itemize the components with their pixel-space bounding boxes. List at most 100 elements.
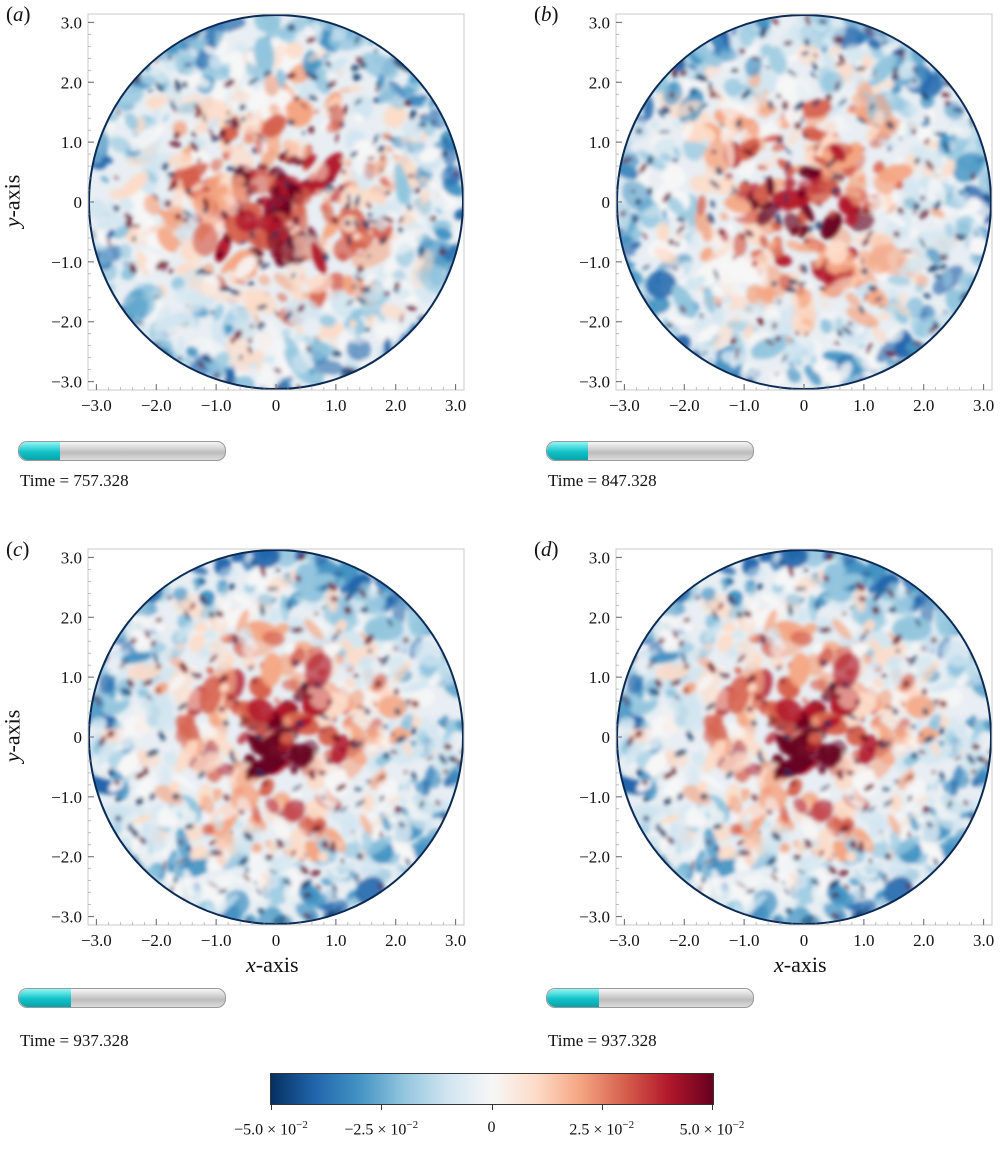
- y-tick-label: −1.0: [51, 253, 82, 272]
- y-tick-label: 2.0: [61, 73, 82, 92]
- x-tick-label: 3.0: [973, 396, 994, 415]
- y-tick-label: 1.0: [61, 668, 82, 687]
- colorbar: −5.0 × 10−2 −2.5 × 10−2 0 2.5 × 10−2 5.0 × 1…: [234, 1073, 744, 1153]
- x-tick-label: −2.0: [141, 396, 172, 415]
- time-label: Time = 937.328: [548, 1031, 657, 1051]
- y-axis-title: y-axis: [0, 710, 25, 763]
- y-axis-var: y: [0, 217, 25, 228]
- colorbar-tick-mark: [712, 1104, 713, 1110]
- colorbar-tick-mark: [491, 1104, 493, 1110]
- time-value: 937.328: [73, 1031, 129, 1050]
- x-tick-label: 1.0: [853, 931, 874, 950]
- colorbar-gradient: [270, 1073, 714, 1105]
- tick-exponent: −2: [732, 1119, 745, 1131]
- vorticity-field: [89, 15, 463, 389]
- y-tick-label: 1.0: [589, 133, 610, 152]
- y-tick-label: −3.0: [51, 908, 82, 927]
- x-tick-label: −1.0: [201, 931, 232, 950]
- tick-mantissa: 0: [487, 1119, 496, 1136]
- x-axis-var: x: [774, 952, 784, 977]
- vorticity-plot: −3.0 −2.0 −1.0 0 1.0 2.0 3.0 3.0 2.0 1.0 0 −1.0 −2.0…: [579, 548, 994, 950]
- tick-exponent: −2: [296, 1119, 308, 1131]
- y-tick-label: 3.0: [589, 548, 610, 567]
- vorticity-plot: −3.0 −2.0 −1.0 0 1.0 2.0 3.0 3.0 2.0 1.0 0 −1.0 −2.0…: [51, 13, 466, 415]
- vorticity-plot: −3.0 −2.0 −1.0 0 1.0 2.0 3.0 3.0 2.0 1.0 0 −1.0 −2.0…: [51, 548, 466, 950]
- colorbar-tick-label: 5.0 × 10−2: [680, 1119, 745, 1139]
- panel-letter: b: [541, 2, 552, 26]
- y-tick-label: 3.0: [61, 548, 82, 567]
- y-tick-label: −3.0: [51, 373, 82, 392]
- x-tick-label: 2.0: [385, 931, 406, 950]
- y-tick-label: 2.0: [61, 608, 82, 627]
- x-axis-suffix: -axis: [255, 952, 299, 977]
- vorticity-plot: −3.0 −2.0 −1.0 0 1.0 2.0 3.0 3.0 2.0 1.0 0 −1.0 −2.0…: [579, 13, 994, 415]
- y-tick-label: −1.0: [579, 788, 610, 807]
- x-tick-label: 0: [272, 396, 281, 415]
- x-tick-label: −3.0: [81, 396, 112, 415]
- y-tick-label: 2.0: [589, 73, 610, 92]
- y-tick-label: −2.0: [51, 848, 82, 867]
- x-axis-suffix: -axis: [783, 952, 827, 977]
- x-tick-label: 3.0: [973, 931, 994, 950]
- time-prefix: Time =: [20, 471, 74, 490]
- vorticity-field: [89, 550, 463, 924]
- y-tick-label: 1.0: [61, 133, 82, 152]
- time-value: 937.328: [601, 1031, 657, 1050]
- y-tick-label: −2.0: [579, 848, 610, 867]
- panel-label: (b): [534, 2, 559, 26]
- time-progress-bar: [546, 441, 754, 461]
- y-axis-suffix: -axis: [0, 709, 25, 753]
- colorbar-tick-mark: [601, 1104, 603, 1110]
- y-tick-label: 0: [602, 728, 611, 747]
- time-progress-bar: [18, 988, 226, 1008]
- time-label: Time = 847.328: [548, 471, 657, 491]
- colorbar-tick-label: 2.5 × 10−2: [569, 1119, 634, 1139]
- y-axis-var: y: [0, 752, 25, 763]
- x-tick-label: 1.0: [325, 396, 346, 415]
- panel-label: (c): [6, 537, 30, 561]
- vorticity-field: [617, 15, 991, 389]
- x-tick-label: −2.0: [669, 396, 700, 415]
- y-tick-label: −3.0: [579, 908, 610, 927]
- x-tick-label: −1.0: [729, 396, 760, 415]
- x-tick-label: −2.0: [669, 931, 700, 950]
- time-label: Time = 937.328: [20, 1031, 129, 1051]
- tick-exponent: −2: [406, 1119, 419, 1131]
- y-tick-label: 3.0: [589, 13, 610, 32]
- time-progress-bar: [18, 441, 226, 461]
- y-tick-label: −3.0: [579, 373, 610, 392]
- x-tick-label: 1.0: [325, 931, 346, 950]
- time-progress-fill: [19, 442, 61, 460]
- x-tick-label: 3.0: [445, 396, 466, 415]
- x-axis-var: x: [246, 952, 256, 977]
- panel-c: (c) −3.0 −2.0 −1.0 0 1.0 2.0 3.0 3.0 2.0 1.0 0 −1.0−…: [0, 535, 500, 1075]
- panel-label: (a): [6, 2, 31, 26]
- tick-mantissa: −5.0 × 10: [234, 1121, 297, 1139]
- x-tick-label: 0: [272, 931, 281, 950]
- colorbar-tick-label: −5.0 × 10−2: [234, 1119, 308, 1139]
- colorbar-tick-label: −2.5 × 10−2: [344, 1119, 418, 1139]
- y-tick-label: −2.0: [51, 313, 82, 332]
- colorbar-tick-mark: [271, 1104, 272, 1110]
- panel-d: (d) −3.0 −2.0 −1.0 0 1.0 2.0 3.0 3.0 2.0 1.0 0 −1.0−…: [528, 535, 1000, 1075]
- y-tick-label: 0: [602, 193, 611, 212]
- panel-label: (d): [534, 537, 559, 561]
- tick-mantissa: 5.0 × 10: [679, 1121, 733, 1139]
- x-tick-label: −3.0: [609, 396, 640, 415]
- time-prefix: Time =: [20, 1031, 74, 1050]
- x-tick-label: −3.0: [81, 931, 112, 950]
- x-tick-label: −1.0: [201, 396, 232, 415]
- time-progress-fill: [547, 442, 589, 460]
- time-prefix: Time =: [548, 1031, 602, 1050]
- time-prefix: Time =: [548, 471, 602, 490]
- colorbar-tick-mark: [381, 1104, 383, 1110]
- y-tick-label: 1.0: [589, 668, 610, 687]
- tick-mantissa: −2.5 × 10: [344, 1121, 407, 1139]
- x-tick-label: 1.0: [853, 396, 874, 415]
- x-tick-label: 3.0: [445, 931, 466, 950]
- panel-b: (b) −3.0 −2.0 −1.0 0 1.0 2.0 3.0 3.0 2.0 1.0 0 −1.0−…: [528, 0, 1000, 540]
- panel-letter: a: [13, 2, 24, 26]
- y-axis-title: y-axis: [0, 175, 25, 228]
- panel-letter: c: [13, 537, 23, 561]
- y-tick-label: −1.0: [579, 253, 610, 272]
